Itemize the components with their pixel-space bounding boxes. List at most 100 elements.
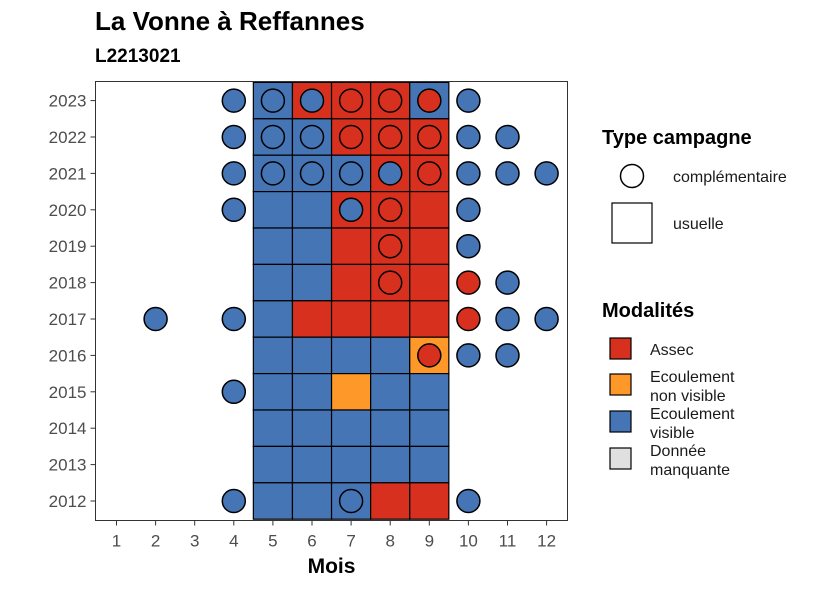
point-complementaire (534, 306, 559, 332)
tile-usuelle (409, 373, 450, 411)
tile-usuelle (330, 409, 372, 448)
point-complementaire (377, 161, 403, 186)
tile-usuelle (252, 263, 294, 302)
x-tick-label: 1 (112, 532, 121, 551)
point-complementaire (456, 233, 481, 259)
tile-usuelle (291, 227, 333, 266)
y-tick-label: 2017 (49, 310, 87, 329)
point-complementaire (417, 161, 442, 186)
x-tick-label: 11 (499, 532, 517, 551)
tile-usuelle (252, 336, 294, 375)
chart-title: La Vonne à Reffannes (95, 6, 365, 36)
point-complementaire (417, 124, 442, 150)
tile-usuelle (409, 263, 450, 302)
point-complementaire (221, 488, 247, 514)
x-axis-title: Mois (308, 555, 356, 578)
point-complementaire (456, 124, 481, 150)
tile-usuelle (252, 482, 294, 520)
plot-border (95, 81, 568, 521)
tile-usuelle (252, 300, 294, 338)
legend-modalite-label: visible (650, 425, 695, 442)
point-complementaire (260, 124, 286, 150)
point-complementaire (338, 197, 364, 223)
point-complementaire (377, 124, 403, 150)
tile-usuelle (370, 373, 411, 411)
point-complementaire (221, 161, 247, 186)
tile-usuelle (291, 263, 333, 302)
point-complementaire (260, 161, 286, 186)
tile-usuelle (330, 227, 372, 266)
x-tick-label: 5 (268, 532, 277, 551)
point-complementaire (299, 88, 325, 113)
y-tick-label: 2015 (49, 383, 87, 402)
tile-usuelle (370, 336, 411, 375)
legend-complementaire-key (619, 163, 645, 189)
point-complementaire (456, 343, 481, 368)
tile-usuelle (291, 336, 333, 375)
tile-usuelle (330, 373, 372, 411)
y-tick-label: 2018 (49, 274, 87, 293)
point-complementaire (299, 161, 325, 186)
y-tick-label: 2023 (49, 92, 87, 111)
y-tick-label: 2016 (49, 346, 87, 365)
legend-usuelle-key (611, 202, 653, 244)
tile-usuelle (291, 300, 333, 338)
legend-type-title: Type campagne (602, 127, 752, 149)
point-complementaire (456, 488, 481, 514)
point-complementaire (495, 343, 520, 368)
point-complementaire (377, 233, 403, 259)
tile-usuelle (330, 263, 372, 302)
tile-usuelle (330, 336, 372, 375)
tile-usuelle (370, 482, 411, 520)
legend-modalite-key (609, 373, 632, 396)
point-complementaire (299, 124, 325, 150)
point-complementaire (338, 161, 364, 186)
point-complementaire (456, 270, 481, 295)
point-complementaire (221, 124, 247, 150)
point-complementaire (456, 197, 481, 223)
x-tick-label: 8 (385, 532, 394, 551)
point-complementaire (456, 88, 481, 113)
point-complementaire (495, 270, 520, 295)
point-complementaire (377, 270, 403, 295)
y-tick-label: 2019 (49, 237, 87, 256)
point-complementaire (338, 124, 364, 150)
tile-usuelle (409, 191, 450, 229)
point-complementaire (338, 488, 364, 514)
legend-modalite-key (609, 337, 632, 360)
point-complementaire (495, 124, 520, 150)
point-complementaire (221, 88, 247, 113)
tile-usuelle (330, 300, 372, 338)
point-complementaire (377, 197, 403, 223)
tile-usuelle (291, 445, 333, 484)
tile-usuelle (370, 409, 411, 448)
tile-usuelle (409, 300, 450, 338)
tile-usuelle (370, 300, 411, 338)
legend-modalite-label: Ecoulement (650, 369, 735, 386)
tile-usuelle (252, 227, 294, 266)
tile-usuelle (330, 445, 372, 484)
x-tick-label: 3 (190, 532, 199, 551)
point-complementaire (221, 379, 247, 405)
y-tick-label: 2021 (49, 164, 87, 183)
tile-usuelle (252, 373, 294, 411)
y-tick-label: 2020 (49, 201, 87, 220)
y-tick-label: 2013 (49, 456, 87, 475)
x-tick-label: 7 (346, 532, 355, 551)
tile-usuelle (291, 482, 333, 520)
legend-modalite-label: Donnée (650, 443, 706, 460)
tile-usuelle (370, 445, 411, 484)
y-tick-label: 2014 (49, 419, 87, 438)
legend-modalite-label: Ecoulement (650, 406, 735, 423)
legend-modalite-label: manquante (650, 462, 730, 479)
legend-usuelle-label: usuelle (673, 216, 724, 233)
legend-complementaire-label: complémentaire (673, 169, 787, 186)
x-tick-label: 9 (425, 532, 434, 551)
legend-modalite-key (609, 447, 632, 470)
x-tick-label: 4 (229, 532, 238, 551)
tile-usuelle (291, 191, 333, 229)
x-tick-label: 2 (151, 532, 160, 551)
tile-usuelle (252, 445, 294, 484)
tile-usuelle (409, 482, 450, 520)
x-tick-label: 6 (307, 532, 316, 551)
